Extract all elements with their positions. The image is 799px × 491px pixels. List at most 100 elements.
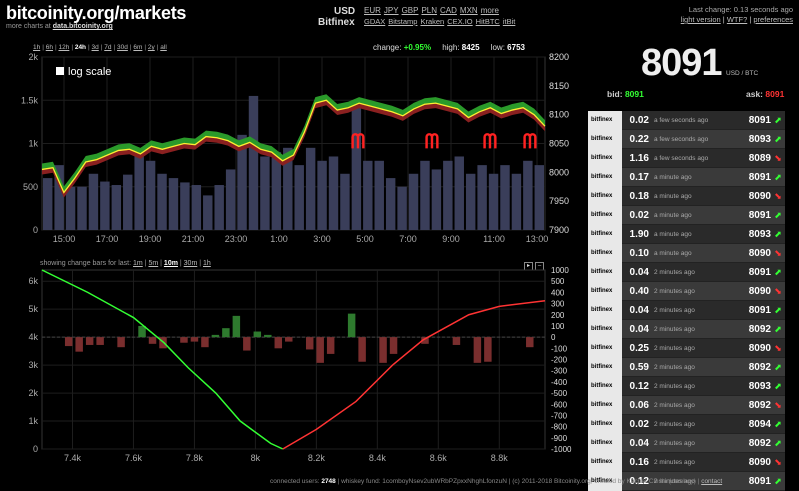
trade-row: bitfinex 0.04 2 minutes ago 8092 ⬈: [588, 319, 785, 339]
change-bar: [75, 337, 83, 352]
timeframe-2y[interactable]: 2y: [147, 44, 155, 51]
trade-price: 8091: [748, 475, 771, 487]
ask: ask: 8091: [746, 89, 784, 99]
trade-row: bitfinex 0.12 2 minutes ago 8093 ⬈: [588, 376, 785, 396]
volume-bar: [374, 160, 384, 230]
volume-bar: [180, 182, 190, 230]
low-label: low:: [490, 43, 505, 52]
timeframe-30d[interactable]: 30d: [117, 44, 128, 51]
timeframe-3d[interactable]: 3d: [91, 44, 99, 51]
y-tick-label-left: 6k: [28, 276, 38, 286]
trade-exchange: bitfinex: [588, 224, 622, 244]
site-title[interactable]: bitcoinity.org/markets: [6, 3, 187, 23]
light-version-link[interactable]: light version: [680, 15, 721, 24]
timeframe-all[interactable]: all: [160, 44, 167, 51]
timeframe-12h[interactable]: 12h: [58, 44, 70, 51]
volume-bar: [511, 173, 522, 230]
log-scale-checkbox[interactable]: [56, 67, 64, 75]
exchange-link-hitbtc[interactable]: HitBTC: [475, 17, 500, 26]
currency-link-mxn[interactable]: MXN: [459, 6, 478, 15]
change-bar: [316, 337, 324, 363]
change-bars-1m[interactable]: 1m: [133, 260, 143, 267]
data-bitcoinity-link[interactable]: data.bitcoinity.org: [52, 23, 113, 30]
arrow-up-icon: ⬈: [774, 475, 782, 486]
trade-amount: 0.18: [629, 190, 649, 202]
trade-row: bitfinex 0.17 a minute ago 8091 ⬈: [588, 167, 785, 187]
volume-bar: [443, 160, 453, 230]
y-tick-label-right: -100: [551, 344, 568, 353]
trade-row: bitfinex 0.40 2 minutes ago 8090 ⬊: [588, 281, 785, 301]
trade-price: 8090: [748, 247, 771, 259]
change-bars-10m[interactable]: 10m: [163, 260, 178, 267]
y-tick-label-right: 8100: [549, 110, 569, 120]
x-tick-label: 1:00: [270, 234, 288, 244]
currency-link-more[interactable]: more: [480, 6, 499, 15]
timeframe-24h[interactable]: 24h: [74, 44, 87, 51]
trade-price: 8092: [748, 323, 771, 335]
y-tick-label-left: 2k: [28, 388, 38, 398]
trade-exchange: bitfinex: [588, 186, 622, 206]
volume-bar: [351, 100, 362, 230]
currency-link-gbp[interactable]: GBP: [401, 6, 419, 15]
change-bars-5m[interactable]: 5m: [148, 260, 159, 267]
change-bar: [484, 337, 492, 362]
trade-amount: 0.04: [629, 437, 649, 449]
top-links: light version | WTF? | preferences: [680, 15, 793, 24]
trade-amount: 0.02: [629, 114, 649, 126]
y-tick-label-right: 1000: [551, 266, 569, 275]
trade-exchange: bitfinex: [588, 300, 622, 320]
x-tick-label: 21:00: [182, 234, 205, 244]
arrow-down-icon: ⬊: [774, 342, 782, 353]
timeframe-6m[interactable]: 6m: [133, 44, 143, 51]
change-bar: [180, 337, 188, 343]
exchange-link-bitstamp[interactable]: Bitstamp: [388, 17, 418, 26]
timeframe-6h[interactable]: 6h: [45, 44, 53, 51]
trade-time: a few seconds ago: [654, 116, 709, 124]
trade-row: bitfinex 0.16 2 minutes ago 8090 ⬊: [588, 452, 785, 472]
contact-link[interactable]: contact: [701, 478, 723, 485]
log-scale-label: log scale: [68, 66, 111, 78]
price-chart[interactable]: 15:00 17:00 19:00 21:00 23:00 1:00 3:00 5:00 7:0…: [0, 52, 580, 252]
y-tick-label-right: 8150: [549, 81, 569, 91]
currency-link-pln[interactable]: PLN: [421, 6, 438, 15]
ask-value: 8091: [765, 89, 785, 99]
y-tick-label-right: -800: [551, 423, 568, 432]
change-bar: [421, 337, 429, 344]
exchange-link-cexio[interactable]: CEX.IO: [447, 17, 473, 26]
preferences-link[interactable]: preferences: [753, 15, 793, 24]
annotation-mark: ᗰ: [425, 131, 439, 153]
trade-exchange: bitfinex: [588, 243, 622, 263]
y-tick-label-left: 1k: [28, 139, 38, 149]
low-value: 6753: [507, 43, 525, 52]
trade-amount: 1.16: [629, 152, 649, 164]
trade-amount: 1.90: [629, 228, 649, 240]
x-tick-label: 8.8k: [491, 453, 509, 463]
x-tick-label: 7.6k: [125, 453, 143, 463]
arrow-up-icon: ⬈: [774, 171, 782, 182]
trade-amount: 0.06: [629, 399, 649, 411]
trade-amount: 0.16: [629, 456, 649, 468]
timeframe-1h[interactable]: 1h: [33, 44, 41, 51]
trade-amount: 0.59: [629, 361, 649, 373]
volume-bar: [385, 178, 396, 230]
currency-link-cad[interactable]: CAD: [440, 6, 457, 15]
y-tick-label-left: 1k: [28, 416, 38, 426]
change-bars-1h[interactable]: 1h: [203, 260, 211, 267]
exchange-link-gdax[interactable]: GDAX: [364, 17, 386, 26]
exchange-link-itbit[interactable]: itBit: [502, 17, 516, 26]
trade-row: bitfinex 1.90 a minute ago 8093 ⬈: [588, 224, 785, 244]
change-bars-30m[interactable]: 30m: [183, 260, 198, 267]
currency-link-jpy[interactable]: JPY: [383, 6, 399, 15]
trade-time: 2 minutes ago: [654, 420, 695, 428]
depth-chart[interactable]: 7.4k 7.6k 7.8k 8k 8.2k 8.4k 8.6k 8.8k 0 1k 2k 3k 4k 5…: [0, 266, 580, 476]
trade-amount: 0.04: [629, 266, 649, 278]
exchange-link-kraken[interactable]: Kraken: [420, 17, 445, 26]
y-tick-label-right: 8050: [549, 139, 569, 149]
arrow-down-icon: ⬊: [774, 285, 782, 296]
x-tick-label: 5:00: [356, 234, 374, 244]
wtf-link[interactable]: WTF?: [726, 15, 748, 24]
y-tick-label-right: -900: [551, 434, 568, 443]
trade-time: 2 minutes ago: [654, 382, 695, 390]
currency-link-eur[interactable]: EUR: [364, 6, 381, 15]
timeframe-7d[interactable]: 7d: [104, 44, 112, 51]
